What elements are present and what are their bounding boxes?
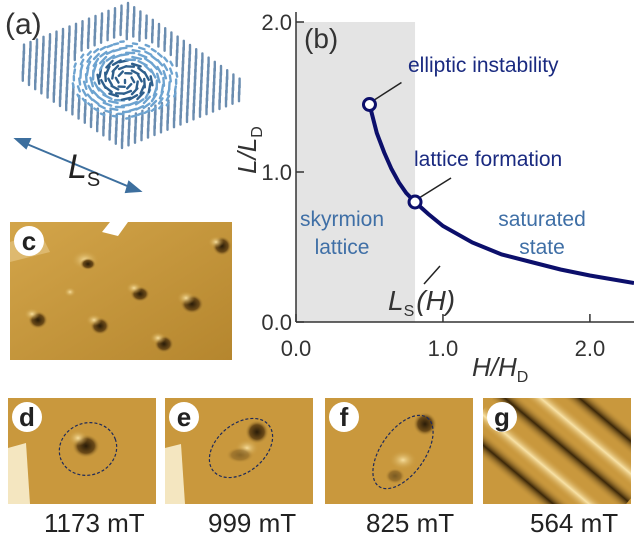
transition-marker xyxy=(409,196,421,208)
field-label-d: 1173 mT xyxy=(44,508,145,539)
skyrmion-region-label: skyrmion xyxy=(300,208,384,231)
panel-f-image: f xyxy=(325,398,473,504)
y-tick-label: 1.0 xyxy=(261,160,292,185)
panel-g-label: g xyxy=(487,402,517,432)
skyrmion-lattice-region xyxy=(296,22,415,322)
panel-e-label: e xyxy=(169,402,199,432)
saturated-region-label: state xyxy=(519,236,565,259)
panel-f-label: f xyxy=(329,402,359,432)
saturated-region-label: saturated xyxy=(498,208,586,231)
elliptic-instability-label: elliptic instability xyxy=(408,54,559,77)
panel-c-label: c xyxy=(14,226,44,256)
y-tick-label: 0.0 xyxy=(261,310,292,335)
lattice-formation-label: lattice formation xyxy=(414,148,562,171)
x-axis-title-subscript: D xyxy=(517,369,529,386)
panel-c-image: c xyxy=(10,222,232,360)
curve-label-subscript: S xyxy=(404,303,415,320)
panel-d-image: d xyxy=(8,398,156,504)
curve-label-leader xyxy=(424,266,440,284)
panel-d-label: d xyxy=(12,402,42,432)
skyrmion-region-label: lattice xyxy=(315,236,370,259)
curve-label-suffix: (H) xyxy=(416,285,455,316)
field-label-g: 564 mT xyxy=(530,508,618,539)
field-label-f: 825 mT xyxy=(366,508,454,539)
x-tick-label: 1.0 xyxy=(428,336,459,361)
x-tick-label: 2.0 xyxy=(575,336,606,361)
transition-marker xyxy=(363,99,375,111)
field-label-e: 999 mT xyxy=(208,508,296,539)
x-tick-label: 0.0 xyxy=(281,336,312,361)
panel-b-label: (b) xyxy=(304,23,338,54)
chart-layer: 0.0 1.0 2.0 0.0 1.0 2.0 H/HD L/LD (b) elliptic in… xyxy=(232,10,634,386)
panel-g-image: g xyxy=(483,398,631,504)
marker-leader-lattice xyxy=(419,178,451,198)
y-axis-title: L/LD xyxy=(232,126,266,174)
curve-label: LS(H) xyxy=(388,285,455,320)
y-tick-label: 2.0 xyxy=(261,10,292,35)
y-axis-title-subscript: D xyxy=(249,126,266,138)
x-axis-title: H/HD xyxy=(472,352,528,386)
panel-e-image: e xyxy=(165,398,313,504)
